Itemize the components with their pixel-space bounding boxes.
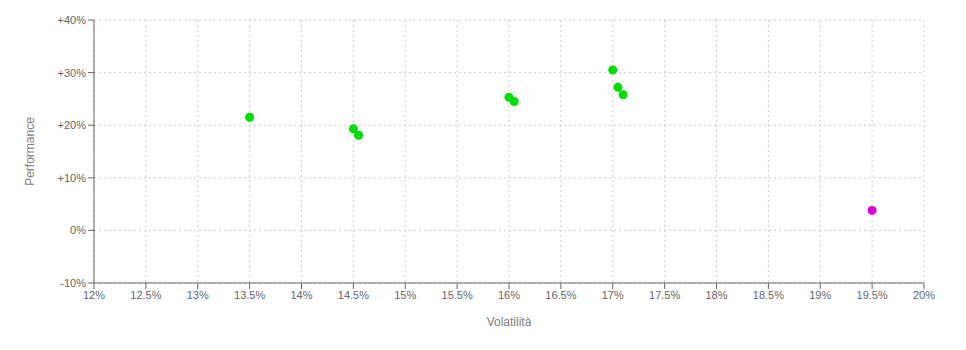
svg-text:19.5%: 19.5% [857, 289, 888, 301]
svg-text:+30%: +30% [58, 67, 87, 79]
svg-text:20%: 20% [913, 289, 935, 301]
svg-text:13.5%: 13.5% [234, 289, 265, 301]
svg-text:17%: 17% [602, 289, 624, 301]
svg-text:15%: 15% [394, 289, 416, 301]
svg-text:Volatilità: Volatilità [487, 315, 532, 329]
svg-text:16%: 16% [498, 289, 520, 301]
svg-text:12%: 12% [83, 289, 105, 301]
svg-text:16.5%: 16.5% [545, 289, 576, 301]
svg-text:18.5%: 18.5% [753, 289, 784, 301]
svg-text:+10%: +10% [58, 172, 87, 184]
svg-text:Performance: Performance [23, 117, 37, 186]
svg-text:+40%: +40% [58, 14, 87, 26]
svg-text:18%: 18% [705, 289, 727, 301]
svg-text:17.5%: 17.5% [649, 289, 680, 301]
svg-text:12.5%: 12.5% [130, 289, 161, 301]
svg-text:15.5%: 15.5% [442, 289, 473, 301]
svg-text:+20%: +20% [58, 119, 87, 131]
svg-text:19%: 19% [809, 289, 831, 301]
svg-text:14.5%: 14.5% [338, 289, 369, 301]
svg-text:0%: 0% [70, 224, 86, 236]
svg-text:13%: 13% [187, 289, 209, 301]
svg-text:-10%: -10% [60, 277, 86, 289]
svg-text:14%: 14% [290, 289, 312, 301]
